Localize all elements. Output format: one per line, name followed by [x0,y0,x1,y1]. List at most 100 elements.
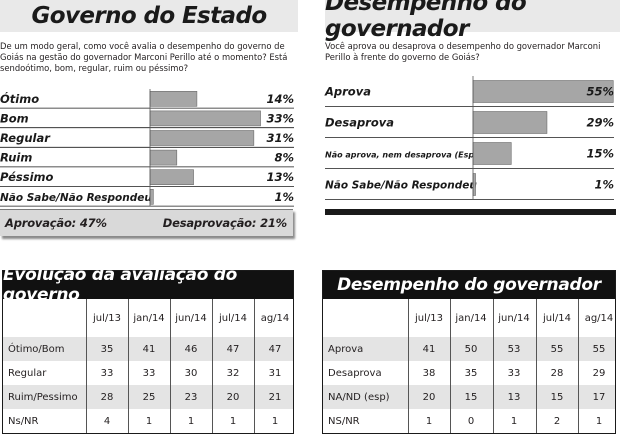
performance-row-label: Aprova [328,343,364,355]
evolution-table-cell: 4 [103,415,111,427]
performance-table-cell: 1 [425,415,433,427]
evolution-table-cell: 21 [268,391,282,403]
bar-value-label: 15% [586,147,614,161]
right-bar-chart-svg: Aprova 55% Desaprova 29% Não aprova, nem des… [324,76,614,200]
evolution-column-header: jul/13 [93,312,121,324]
performance-table-cell: 55 [550,343,564,355]
performance-column-header: jun/14 [498,312,530,324]
evolution-column-header: jul/14 [219,312,247,324]
performance-table: Desempenho do governador jul/13 jan/14 jun… [322,270,616,434]
performance-table-cell: 2 [553,415,561,427]
performance-column-divider [493,299,494,433]
performance-table-row: NA/ND (esp) 20 15 13 15 17 [323,385,615,409]
performance-column-divider [450,299,451,433]
evolution-table-cell: 20 [226,391,240,403]
right-bar-chart: Aprova 55% Desaprova 29% Não aprova, nem des… [324,76,620,200]
bar-label: Péssimo [0,170,54,184]
performance-column-divider [578,299,579,433]
performance-row-label: NA/ND (esp) [328,391,390,403]
evolution-table-cell: 28 [100,391,114,403]
evolution-row-label: Ruim/Pessimo [8,391,78,403]
bar-value-label: 14% [266,92,294,106]
performance-table-cell: 35 [464,367,478,379]
performance-header-row: jul/13 jan/14 jun/14 jul/14 ag/14 [323,299,615,337]
performance-table-cell: 1 [595,415,603,427]
bar [149,189,154,205]
evolution-column-divider [86,299,87,433]
evolution-table-cell: 23 [184,391,198,403]
bar [472,111,548,134]
performance-row-label: Desaprova [328,367,382,379]
evolution-table-cell: 33 [142,367,156,379]
evolution-table-cell: 41 [142,343,156,355]
performance-table-cell: 20 [422,391,436,403]
evolution-table-cell: 46 [184,343,198,355]
approval-summary: Aprovação: 47% Desaprovação: 21% [0,209,293,236]
bar [149,169,194,185]
evolution-table-cell: 1 [229,415,237,427]
evolution-table: Evolução da avaliação do governo jul/13 j… [2,265,294,434]
performance-table-cell: 0 [467,415,475,427]
bar-value-label: 33% [266,111,294,125]
evolution-table-cell: 1 [145,415,153,427]
left-bar-chart: Ótimo 14% Bom 33% Regular 31% Ruim 8% Péssimo 13%… [0,89,298,207]
performance-table-row: Aprova 41 50 53 55 55 [323,337,615,361]
performance-table-title: Desempenho do governador [323,271,615,299]
evolution-column-divider [254,299,255,433]
left-panel: Governo do Estado De um modo geral, como… [0,0,298,245]
bar-value-label: 29% [586,116,614,130]
bar-value-label: 1% [594,178,614,192]
left-bar-chart-svg: Ótimo 14% Bom 33% Regular 31% Ruim 8% Péssimo 13%… [0,89,294,207]
bar-value-label: 13% [266,170,294,184]
bar-label: Bom [0,111,29,125]
performance-table-cell: 13 [507,391,521,403]
evolution-table-cell: 1 [271,415,279,427]
evolution-table-cell: 31 [268,367,282,379]
performance-column-header: jul/13 [415,312,443,324]
bar [149,149,178,166]
evolution-table-cell: 32 [226,367,240,379]
bar-label: Ruim [0,151,32,165]
evolution-table-row: Ruim/Pessimo 28 25 23 20 21 [3,385,293,409]
evolution-row-label: Regular [8,367,47,379]
right-panel-title: Desempenho do governador [325,0,620,42]
bar-value-label: 8% [274,151,294,165]
evolution-column-divider [128,299,129,433]
performance-table-cell: 17 [592,391,606,403]
performance-table-cell: 1 [510,415,518,427]
performance-table-cell: 15 [464,391,478,403]
evolution-table-cell: 35 [100,343,114,355]
bar [149,110,261,127]
evolution-table-row: Regular 33 33 30 32 31 [3,361,293,385]
performance-table-cell: 38 [422,367,436,379]
approval-text: Aprovação: 47% [5,216,107,230]
bar-label: Não Sabe/Não Respondeu [325,180,477,192]
bar-value-label: 55% [586,85,614,99]
evolution-row-label: Ns/NR [8,415,39,427]
right-panel-divider [325,209,616,215]
performance-table-cell: 53 [507,343,521,355]
evolution-column-divider [212,299,213,433]
evolution-column-header: ag/14 [260,312,290,324]
bar-label: Ótimo [0,91,39,106]
evolution-table-row: Ns/NR 4 1 1 1 1 [3,409,293,433]
bar [472,142,512,165]
bar [149,130,255,146]
performance-column-divider [536,299,537,433]
bar-label: Aprova [324,85,371,99]
right-panel: Desempenho do governador Você aprova ou … [324,0,620,245]
bar-label: Não aprova, nem desaprova (Esp) [325,151,478,160]
performance-table-cell: 15 [550,391,564,403]
evolution-table-row: Ótimo/Bom 35 41 46 47 47 [3,337,293,361]
performance-column-header: jul/14 [543,312,571,324]
left-panel-title: Governo do Estado [0,0,298,32]
bar-label: Não Sabe/Não Respondeu [0,192,152,204]
evolution-table-title: Evolução da avaliação do governo [3,265,293,305]
performance-column-header: ag/14 [584,312,614,324]
bar [149,90,198,107]
bar-label: Desaprova [325,116,394,130]
performance-table-cell: 41 [422,343,436,355]
performance-column-header: jan/14 [455,312,487,324]
performance-table-cell: 28 [550,367,564,379]
evolution-table-cell: 33 [100,367,114,379]
